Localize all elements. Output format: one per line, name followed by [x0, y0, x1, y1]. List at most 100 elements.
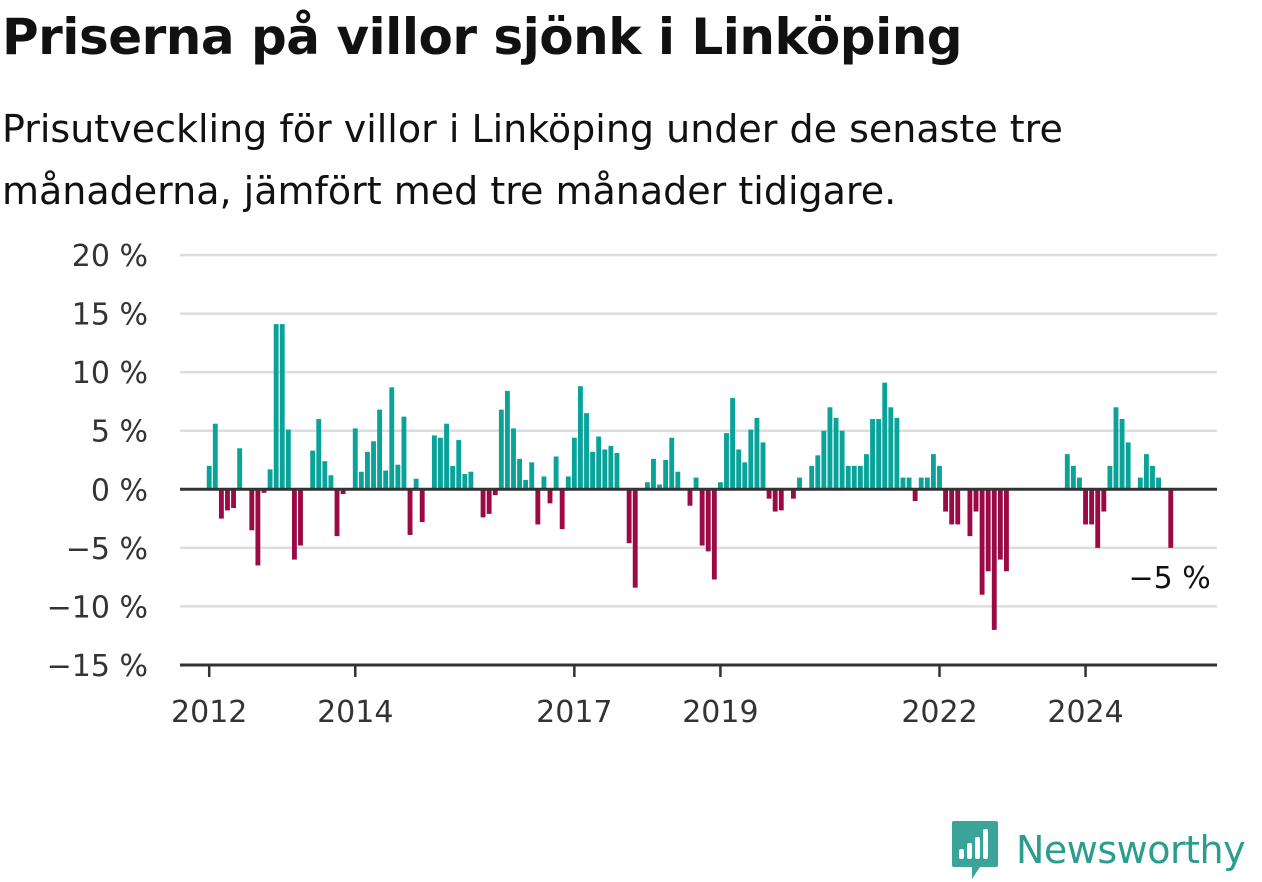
bar-positive	[937, 465, 942, 490]
bar-positive	[918, 477, 924, 490]
bar-negative	[261, 489, 267, 493]
y-tick-label: −5 %	[66, 532, 148, 567]
bar-positive	[821, 430, 827, 490]
bar-positive	[365, 451, 370, 490]
bar-positive	[870, 419, 875, 490]
x-tick-label: 2014	[317, 695, 393, 730]
bar-positive	[657, 484, 662, 490]
bar-negative	[979, 489, 985, 595]
bar-positive	[602, 449, 608, 490]
bar-series	[206, 324, 1174, 630]
bar-positive	[358, 471, 364, 490]
bar-positive	[328, 475, 334, 490]
bar-positive	[395, 464, 401, 490]
bar-positive	[352, 428, 358, 490]
bar-positive	[851, 465, 857, 490]
bar-positive	[1107, 465, 1113, 490]
bar-positive	[310, 450, 316, 490]
bar-negative	[985, 489, 991, 572]
bar-negative	[340, 489, 346, 494]
bar-negative	[991, 489, 997, 630]
bar-positive	[377, 409, 383, 490]
bar-positive	[906, 477, 912, 490]
bar-negative	[231, 489, 236, 509]
bar-negative	[225, 489, 230, 511]
axes	[180, 487, 1217, 667]
bar-positive	[845, 465, 851, 490]
bar-positive	[736, 449, 742, 490]
bar-positive	[1143, 454, 1149, 490]
bar-positive	[924, 477, 930, 490]
bar-negative	[298, 489, 303, 546]
y-tick-labels: 20 % 15 % 10 % 5 % 0 % −5 % −10 % −15 %	[47, 239, 148, 684]
bar-positive	[930, 454, 936, 490]
bar-positive	[584, 413, 589, 490]
y-tick-label: 15 %	[72, 298, 148, 333]
bar-positive	[748, 429, 754, 490]
bar-positive	[742, 462, 748, 490]
bar-positive	[450, 465, 456, 490]
brand: Newsworthy	[950, 818, 1246, 882]
bar-positive	[644, 482, 650, 490]
y-tick-label: −15 %	[47, 649, 148, 684]
bar-negative	[291, 489, 297, 560]
last-value-annotation: −5 %	[1128, 561, 1210, 596]
bar-negative	[547, 489, 553, 504]
bar-negative	[1101, 489, 1107, 512]
bar-negative	[492, 489, 498, 496]
bar-positive	[669, 437, 675, 490]
bar-positive	[1156, 477, 1162, 490]
bar-positive	[316, 419, 322, 490]
bar-positive	[590, 451, 596, 490]
bar-positive	[462, 474, 468, 490]
bar-positive	[1070, 465, 1076, 490]
y-tick-label: −10 %	[47, 590, 148, 625]
bar-positive	[1077, 477, 1082, 490]
bar-positive	[1137, 477, 1143, 490]
bar-positive	[438, 437, 443, 490]
bar-positive	[815, 455, 821, 490]
bar-negative	[705, 489, 711, 552]
bar-positive	[511, 428, 516, 490]
bar-negative	[1004, 489, 1009, 572]
bar-negative	[218, 489, 224, 519]
bar-negative	[255, 489, 261, 566]
grid-lines	[180, 253, 1217, 608]
bar-positive	[206, 465, 212, 490]
bar-positive	[1150, 465, 1155, 490]
bar-positive	[279, 324, 285, 490]
bar-positive	[444, 423, 449, 490]
bar-positive	[663, 460, 669, 490]
bar-negative	[480, 489, 486, 518]
x-tick-label: 2022	[901, 695, 977, 730]
bar-negative	[791, 489, 796, 499]
bar-positive	[760, 442, 766, 490]
chart-subtitle: Prisutveckling för villor i Linköping un…	[2, 107, 1063, 213]
x-tick-label: 2019	[682, 695, 758, 730]
bar-positive	[614, 452, 620, 490]
bar-negative	[334, 489, 340, 537]
bar-negative	[407, 489, 413, 535]
bar-positive	[675, 471, 681, 490]
bar-positive	[888, 407, 894, 490]
bar-positive	[754, 417, 760, 490]
bar-negative	[997, 489, 1003, 560]
bar-positive	[212, 423, 218, 490]
bar-negative	[1095, 489, 1101, 548]
bar-negative	[1168, 489, 1174, 548]
bar-positive	[1119, 419, 1125, 490]
bar-positive	[864, 454, 869, 490]
bar-positive	[839, 430, 845, 490]
bar-negative	[626, 489, 632, 544]
y-tick-label: 0 %	[91, 473, 148, 508]
bar-positive	[541, 476, 547, 490]
bar-negative	[766, 489, 772, 499]
bar-positive	[285, 429, 291, 490]
bar-positive	[523, 479, 529, 490]
bar-positive	[401, 416, 407, 490]
y-tick-label: 20 %	[72, 239, 148, 274]
bar-positive	[900, 477, 906, 490]
x-tick-labels: 2012 2014 2017 2019 2022 2024	[171, 665, 1124, 730]
bar-positive	[504, 390, 510, 490]
